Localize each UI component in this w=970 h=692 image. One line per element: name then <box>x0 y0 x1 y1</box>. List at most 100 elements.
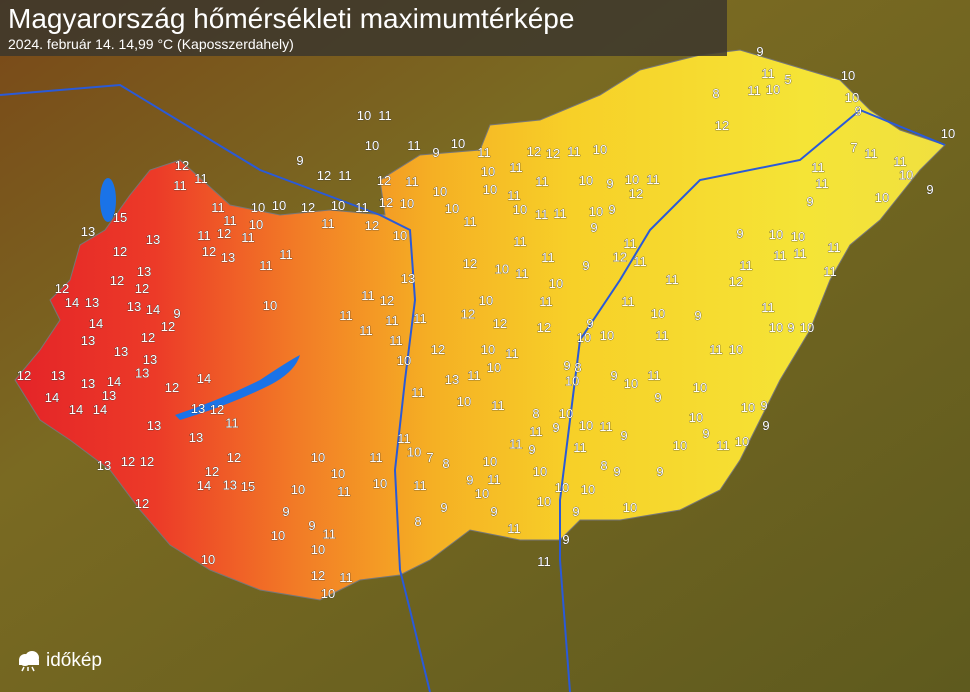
temperature-reading: 12 <box>493 316 507 331</box>
temperature-reading: 9 <box>296 153 303 168</box>
temperature-reading: 10 <box>875 190 889 205</box>
temperature-reading: 11 <box>893 154 907 169</box>
temperature-reading: 12 <box>311 568 325 583</box>
temperature-reading: 10 <box>624 376 638 391</box>
temperature-reading: 10 <box>495 262 509 277</box>
temperature-reading: 9 <box>606 176 613 191</box>
temperature-reading: 10 <box>251 200 265 215</box>
temperature-reading: 9 <box>694 308 701 323</box>
temperature-reading: 12 <box>210 402 224 417</box>
temperature-reading: 10 <box>321 586 335 601</box>
temperature-reading: 11 <box>223 213 237 228</box>
temperature-reading: 11 <box>553 206 567 221</box>
temperature-reading: 11 <box>509 160 523 175</box>
temperature-reading: 10 <box>311 450 325 465</box>
temperature-reading: 9 <box>582 258 589 273</box>
temperature-reading: 11 <box>827 240 841 255</box>
temperature-reading: 11 <box>529 424 543 439</box>
temperature-reading: 12 <box>379 195 393 210</box>
temperature-reading: 9 <box>440 500 447 515</box>
temperature-reading: 12 <box>317 168 331 183</box>
temperature-reading: 11 <box>407 138 421 153</box>
temperature-reading: 7 <box>426 450 433 465</box>
temperature-reading: 12 <box>365 218 379 233</box>
temperature-reading: 11 <box>225 415 239 430</box>
temperature-reading: 9 <box>590 220 597 235</box>
temperature-reading: 10 <box>445 201 459 216</box>
temperature-reading: 9 <box>282 504 289 519</box>
temperature-reading: 11 <box>815 176 829 191</box>
temperature-reading: 11 <box>355 200 369 215</box>
temperature-reading: 10 <box>263 298 277 313</box>
temperature-reading: 11 <box>397 431 411 446</box>
page-title: Magyarország hőmérsékleti maximumtérképe <box>8 3 575 34</box>
temperature-reading: 15 <box>113 210 127 225</box>
temperature-reading: 11 <box>773 248 787 263</box>
temperature-reading: 12 <box>140 454 154 469</box>
temperature-reading: 14 <box>89 316 103 331</box>
temperature-reading: 14 <box>69 402 83 417</box>
temperature-reading: 11 <box>541 250 555 265</box>
temperature-reading: 11 <box>361 288 375 303</box>
temperature-reading: 9 <box>173 306 180 321</box>
temperature-reading: 10 <box>331 466 345 481</box>
temperature-reading: 11 <box>665 272 679 287</box>
lake-balaton <box>175 355 300 420</box>
temperature-reading: 10 <box>899 168 913 183</box>
temperature-reading: 11 <box>739 258 753 273</box>
temperature-reading: 10 <box>549 276 563 291</box>
temperature-reading: 12 <box>463 256 477 271</box>
temperature-reading: 10 <box>481 164 495 179</box>
temperature-reading: 10 <box>625 172 639 187</box>
temperature-reading: 11 <box>339 570 353 585</box>
temperature-reading: 10 <box>729 342 743 357</box>
temperature-reading: 10 <box>593 142 607 157</box>
temperature-reading: 14 <box>146 302 160 317</box>
temperature-reading: 10 <box>623 500 637 515</box>
temperature-reading: 10 <box>565 373 579 388</box>
temperature-reading: 12 <box>135 496 149 511</box>
temperature-reading: 9 <box>490 504 497 519</box>
temperature-reading: 10 <box>272 198 286 213</box>
temperature-reading: 10 <box>331 198 345 213</box>
temperature-reading: 10 <box>791 229 805 244</box>
temperature-reading: 8 <box>574 360 581 375</box>
temperature-reading: 12 <box>17 368 31 383</box>
temperature-reading: 10 <box>365 138 379 153</box>
temperature-reading: 11 <box>539 294 553 309</box>
temperature-reading: 11 <box>369 450 383 465</box>
temperature-reading: 11 <box>567 144 581 159</box>
temperature-reading: 9 <box>762 418 769 433</box>
temperature-reading: 12 <box>301 200 315 215</box>
hungary-area <box>14 49 946 601</box>
temperature-reading: 12 <box>527 144 541 159</box>
temperature-reading: 12 <box>537 320 551 335</box>
temperature-reading: 12 <box>165 380 179 395</box>
temperature-reading: 12 <box>461 306 475 321</box>
temperature-reading: 10 <box>741 400 755 415</box>
temperature-reading: 12 <box>546 146 560 161</box>
temperature-reading: 10 <box>555 480 569 495</box>
temperature-reading: 10 <box>537 494 551 509</box>
temperature-reading: 11 <box>573 440 587 455</box>
temperature-reading: 12 <box>227 450 241 465</box>
temperature-reading: 11 <box>599 419 613 434</box>
temperature-reading: 12 <box>205 464 219 479</box>
temperature-reading: 10 <box>689 410 703 425</box>
temperature-reading: 11 <box>359 323 373 338</box>
temperature-reading: 9 <box>586 316 593 331</box>
temperature-reading: 11 <box>647 368 661 383</box>
temperature-reading: 10 <box>400 196 414 211</box>
temperature-reading: 13 <box>445 372 459 387</box>
temperature-reading: 12 <box>629 186 643 201</box>
temperature-reading: 10 <box>841 68 855 83</box>
temperature-reading: 10 <box>457 394 471 409</box>
temperature-reading: 11 <box>338 168 352 183</box>
temperature-reading: 12 <box>613 250 627 265</box>
temperature-reading: 9 <box>308 518 315 533</box>
temperature-reading: 11 <box>535 174 549 189</box>
temperature-reading: 11 <box>515 266 529 281</box>
temperature-reading: 9 <box>654 390 661 405</box>
temperature-reading: 13 <box>114 344 128 359</box>
temperature-reading: 11 <box>507 188 521 203</box>
